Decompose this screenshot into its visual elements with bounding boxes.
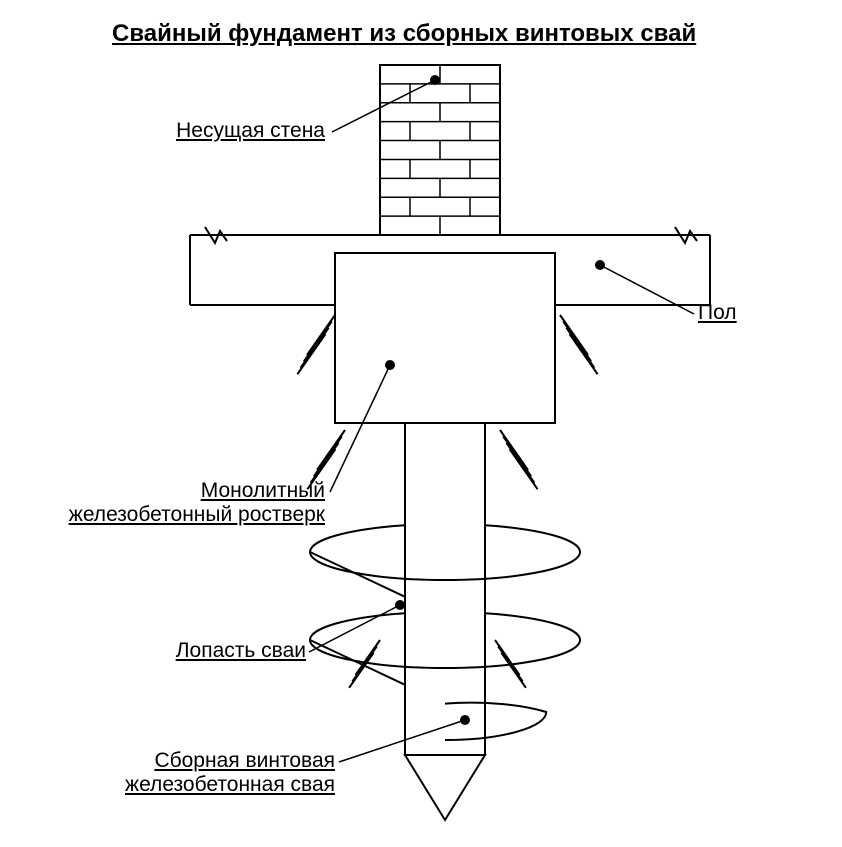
label-grillage: Монолитныйжелезобетонный ростверк [69,479,325,527]
label-wall: Несущая стена [176,119,325,143]
diagram-svg [0,0,842,847]
diagram-canvas: Свайный фундамент из сборных винтовых св… [0,0,842,847]
label-pile: Сборная винтоваяжелезобетонная свая [125,749,335,797]
label-floor: Пол [698,301,737,325]
label-blade: Лопасть сваи [176,639,306,663]
